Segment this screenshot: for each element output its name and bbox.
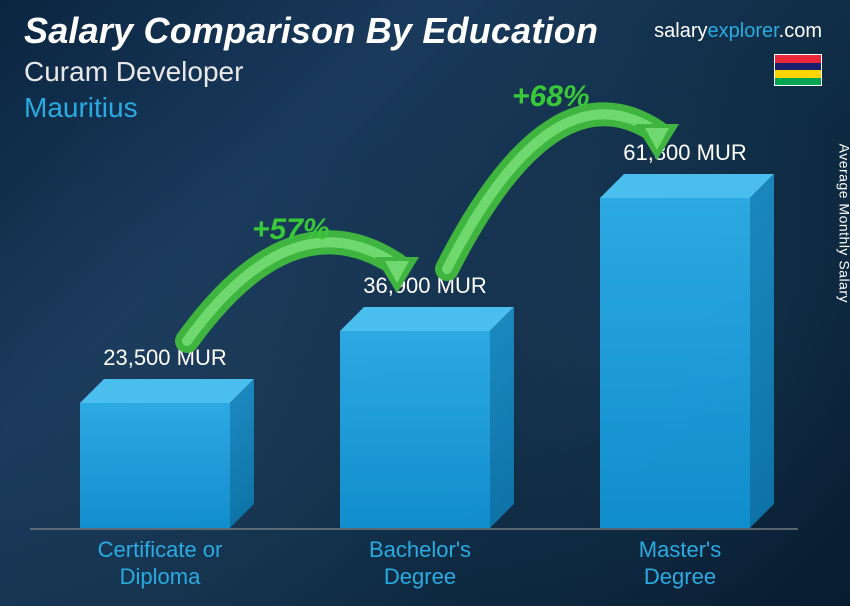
increase-percent-label: +57%: [252, 213, 330, 247]
bar-side-face: [230, 379, 254, 528]
y-axis-label: Average Monthly Salary: [836, 144, 850, 303]
flag-stripe: [775, 55, 821, 63]
increase-percent-label: +68%: [512, 80, 590, 114]
bar-side-face: [490, 307, 514, 528]
chart-canvas: Salary Comparison By Education Curam Dev…: [0, 0, 850, 606]
bar-top-face: [80, 379, 254, 403]
chart-subtitle-location: Mauritius: [24, 92, 138, 124]
bar-value-label: 36,900 MUR: [330, 273, 520, 299]
flag-stripe: [775, 70, 821, 78]
flag-stripe: [775, 63, 821, 71]
bar-front-face: [340, 331, 490, 528]
bar-category-label: Bachelor'sDegree: [315, 537, 525, 590]
chart-title: Salary Comparison By Education: [24, 10, 598, 52]
flag-stripe: [775, 78, 821, 86]
bar-front-face: [600, 198, 750, 528]
brand-logo: salaryexplorer.com: [654, 20, 822, 43]
bar-category-label: Certificate orDiploma: [55, 537, 265, 590]
bar-side-face: [750, 174, 774, 528]
brand-part1: salary: [654, 20, 707, 42]
chart-subtitle-role: Curam Developer: [24, 56, 243, 88]
bar-category-label: Master'sDegree: [575, 537, 785, 590]
brand-part2: explorer: [708, 20, 779, 42]
bar-value-label: 61,800 MUR: [590, 140, 780, 166]
bar: [600, 198, 750, 528]
bar-top-face: [340, 307, 514, 331]
bar-top-face: [600, 174, 774, 198]
chart-baseline: [30, 528, 798, 530]
brand-suffix: .com: [779, 20, 822, 42]
bar: [340, 331, 490, 528]
bar-front-face: [80, 403, 230, 528]
mauritius-flag-icon: [774, 54, 822, 86]
bar: [80, 403, 230, 528]
bar-value-label: 23,500 MUR: [70, 345, 260, 371]
